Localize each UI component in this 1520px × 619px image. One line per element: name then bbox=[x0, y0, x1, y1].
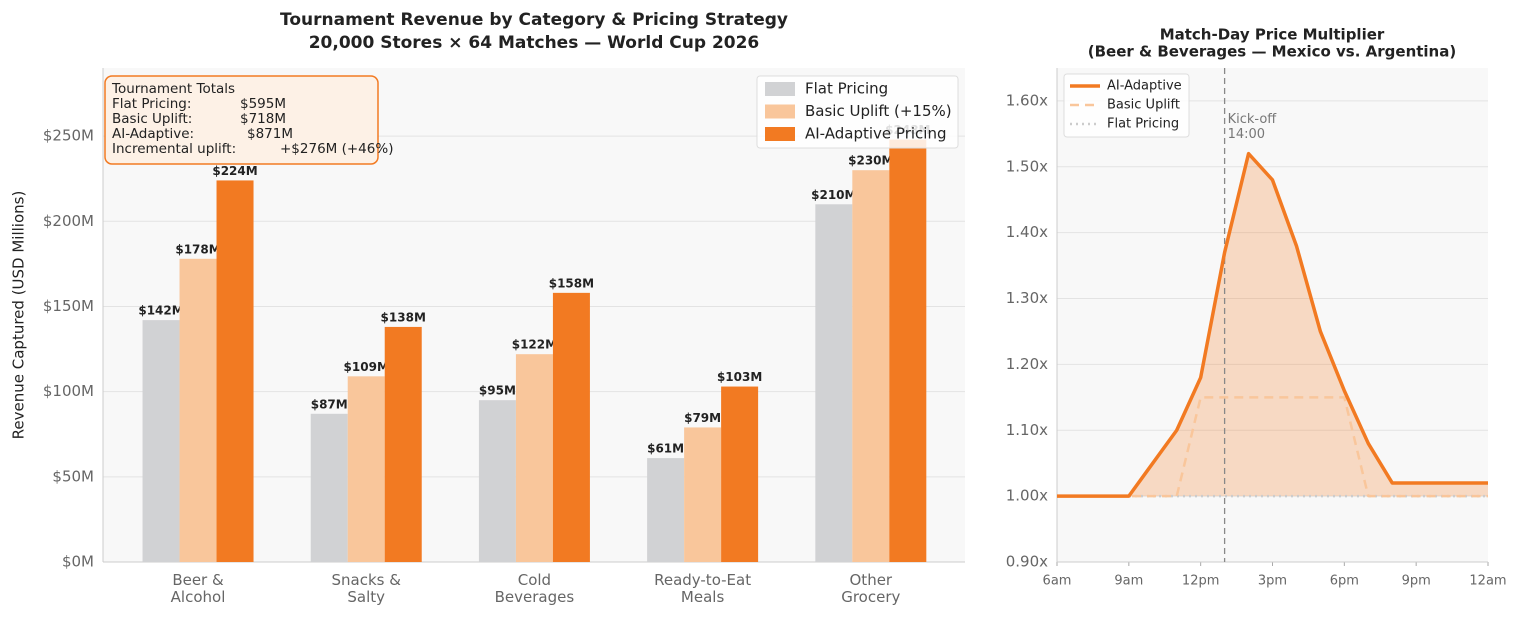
value-label: $142M bbox=[138, 304, 183, 318]
x-tick-label: 9pm bbox=[1402, 574, 1431, 589]
plot-area bbox=[1057, 68, 1488, 562]
bar bbox=[552, 292, 590, 562]
annotation-label: Flat Pricing: bbox=[112, 96, 191, 112]
chart-title: Match-Day Price Multiplier bbox=[1160, 26, 1385, 44]
y-tick-label: 1.40x bbox=[1006, 223, 1048, 241]
annotation-value: $718M bbox=[240, 111, 286, 127]
y-tick-label: 0.90x bbox=[1006, 553, 1048, 571]
bar bbox=[889, 139, 927, 562]
x-tick-label: 12pm bbox=[1182, 574, 1219, 589]
bar bbox=[142, 320, 180, 562]
chart-subtitle: 20,000 Stores × 64 Matches — World Cup 2… bbox=[309, 33, 760, 53]
value-label: $230M bbox=[848, 154, 893, 168]
y-tick-label: $100M bbox=[43, 382, 94, 400]
y-tick-label: 1.50x bbox=[1006, 157, 1048, 175]
x-tick-label: 9am bbox=[1114, 574, 1143, 589]
annotation-box bbox=[104, 75, 379, 165]
legend-label: AI-Adaptive Pricing bbox=[805, 125, 946, 143]
legend-label: Basic Uplift bbox=[1107, 98, 1180, 113]
area-fill bbox=[1057, 153, 1488, 497]
y-tick-label: $0M bbox=[62, 553, 94, 571]
value-label: $61M bbox=[647, 442, 684, 456]
y-tick-label: $250M bbox=[43, 127, 94, 145]
y-tick-label: 1.20x bbox=[1006, 355, 1048, 373]
annotation-label: Basic Uplift: bbox=[112, 111, 192, 127]
x-tick-label: Cold Beverages bbox=[494, 571, 575, 607]
x-tick-label: Other Grocery bbox=[841, 571, 901, 607]
y-tick-label: $200M bbox=[43, 212, 94, 230]
legend-swatch bbox=[765, 82, 795, 96]
x-tick-label: Beer & Alcohol bbox=[170, 571, 226, 607]
bar bbox=[384, 326, 422, 562]
value-label: $95M bbox=[479, 384, 516, 398]
line-series bbox=[1057, 396, 1488, 498]
legend-label: Basic Uplift (+15%) bbox=[805, 102, 952, 120]
value-label: $79M bbox=[684, 411, 721, 425]
kickoff-label: Kick-off 14:00 bbox=[1227, 112, 1277, 142]
y-tick-label: $150M bbox=[43, 297, 94, 315]
legend-label: Flat Pricing bbox=[805, 80, 888, 98]
bar bbox=[721, 386, 759, 562]
annotation-title: Tournament Totals bbox=[111, 81, 235, 97]
bar bbox=[647, 458, 685, 562]
y-tick-label: 1.60x bbox=[1006, 91, 1048, 109]
y-tick-label: 1.10x bbox=[1006, 421, 1048, 439]
legend-label: Flat Pricing bbox=[1107, 117, 1179, 132]
value-label: $210M bbox=[811, 188, 856, 202]
y-tick-label: 1.00x bbox=[1006, 487, 1048, 505]
chart-title: Tournament Revenue by Category & Pricing… bbox=[280, 10, 788, 30]
bar bbox=[515, 354, 553, 562]
annotation-label: Incremental uplift: bbox=[112, 141, 236, 157]
y-tick-label: 1.30x bbox=[1006, 289, 1048, 307]
y-tick-label: $50M bbox=[52, 467, 94, 485]
bar bbox=[347, 376, 385, 562]
x-tick-label: Ready-to-Eat Meals bbox=[654, 571, 752, 607]
value-label: $158M bbox=[549, 276, 594, 290]
line-series bbox=[1057, 151, 1488, 498]
value-label: $122M bbox=[512, 338, 557, 352]
annotation-value: $871M bbox=[247, 126, 293, 142]
bar bbox=[179, 258, 217, 562]
annotation-value: $595M bbox=[240, 96, 286, 112]
value-label: $138M bbox=[381, 310, 426, 324]
legend-label: AI-Adaptive bbox=[1107, 79, 1182, 94]
x-tick-label: Snacks & Salty bbox=[331, 571, 401, 607]
value-label: $109M bbox=[344, 360, 389, 374]
bar bbox=[478, 400, 516, 562]
annotation-label: AI-Adaptive: bbox=[112, 126, 194, 142]
bar bbox=[815, 204, 853, 562]
y-axis-label: Revenue Captured (USD Millions) bbox=[10, 191, 28, 440]
x-tick-label: 12am bbox=[1469, 574, 1506, 589]
x-tick-label: 6pm bbox=[1330, 574, 1359, 589]
bar bbox=[216, 180, 254, 562]
legend-box bbox=[1063, 73, 1190, 138]
bar bbox=[310, 413, 348, 562]
value-label: $103M bbox=[717, 370, 762, 384]
annotation-value: +$276M (+46%) bbox=[280, 141, 393, 157]
x-tick-label: 3pm bbox=[1258, 574, 1287, 589]
value-label: $87M bbox=[311, 397, 348, 411]
legend-box bbox=[756, 75, 959, 149]
bar bbox=[684, 427, 722, 562]
x-tick-label: 6am bbox=[1043, 574, 1072, 589]
value-label: $178M bbox=[175, 242, 220, 256]
value-label: $224M bbox=[212, 164, 257, 178]
legend-swatch bbox=[765, 104, 795, 119]
bar bbox=[852, 170, 890, 562]
chart-subtitle: (Beer & Beverages — Mexico vs. Argentina… bbox=[1088, 43, 1456, 61]
legend-swatch bbox=[765, 127, 795, 141]
